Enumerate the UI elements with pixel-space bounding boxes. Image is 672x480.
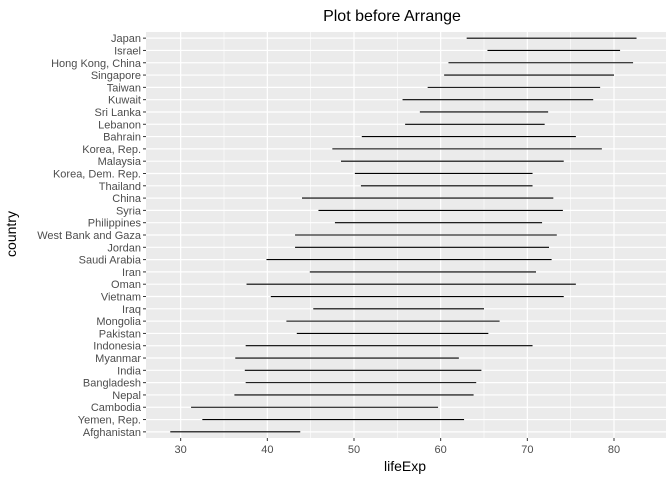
- y-tick-label: Korea, Dem. Rep.: [53, 168, 141, 180]
- y-tick-label: Hong Kong, China: [51, 58, 142, 70]
- y-tick-label: Yemen, Rep.: [78, 415, 141, 427]
- y-tick-label: Philippines: [88, 218, 142, 230]
- y-tick-label: Lebanon: [98, 119, 141, 131]
- y-axis-title: country: [3, 211, 19, 257]
- y-tick-label: Jordan: [107, 242, 141, 254]
- x-axis-title: lifeExp: [384, 458, 426, 474]
- x-tick-label: 70: [521, 444, 533, 456]
- y-tick-label: Pakistan: [99, 328, 141, 340]
- y-tick-label: Oman: [111, 279, 141, 291]
- y-tick-label: Israel: [114, 45, 141, 57]
- y-tick-label: India: [117, 365, 142, 377]
- y-tick-label: Iraq: [122, 304, 141, 316]
- x-axis-ticks: 30 40 50 60 70 80: [175, 438, 620, 456]
- y-tick-label: Taiwan: [107, 82, 141, 94]
- y-tick-label: Malaysia: [98, 156, 142, 168]
- x-tick-label: 60: [435, 444, 447, 456]
- y-tick-label: Vietnam: [101, 292, 141, 304]
- y-tick-label: Bahrain: [103, 132, 141, 144]
- chart-title: Plot before Arrange: [323, 8, 461, 25]
- x-tick-label: 50: [348, 444, 360, 456]
- y-tick-label: Saudi Arabia: [79, 255, 142, 267]
- y-tick-label: Mongolia: [96, 316, 142, 328]
- y-tick-label: Indonesia: [93, 341, 142, 353]
- x-tick-label: 80: [608, 444, 620, 456]
- y-tick-label: Japan: [111, 33, 141, 45]
- y-tick-label: West Bank and Gaza: [37, 230, 142, 242]
- y-tick-label: Korea, Rep.: [82, 144, 141, 156]
- y-tick-label: Sri Lanka: [95, 107, 142, 119]
- y-tick-label: Cambodia: [91, 402, 142, 414]
- y-tick-label: Myanmar: [95, 353, 141, 365]
- y-tick-label: Bangladesh: [83, 378, 141, 390]
- y-tick-label: China: [112, 193, 142, 205]
- y-tick-label: Nepal: [112, 390, 141, 402]
- y-tick-label: Afghanistan: [83, 427, 141, 439]
- x-tick-label: 30: [175, 444, 187, 456]
- y-tick-label: Kuwait: [108, 95, 141, 107]
- y-tick-label: Syria: [116, 205, 142, 217]
- y-tick-label: Iran: [122, 267, 141, 279]
- y-tick-label: Thailand: [99, 181, 141, 193]
- x-tick-label: 40: [261, 444, 273, 456]
- y-tick-label: Singapore: [91, 70, 141, 82]
- range-segments: [170, 37, 637, 433]
